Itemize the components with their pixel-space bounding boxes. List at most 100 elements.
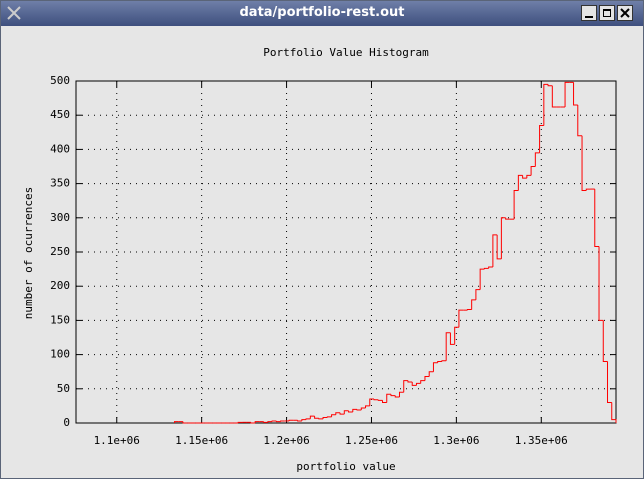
histogram-step — [382, 400, 387, 403]
histogram-step — [594, 189, 600, 248]
histogram-step — [458, 309, 464, 328]
histogram-step — [585, 188, 591, 191]
histogram-step — [288, 419, 294, 421]
histogram-step — [237, 421, 243, 423]
histogram-step — [360, 407, 366, 411]
y-tick-label: 100 — [50, 348, 70, 361]
histogram-step — [488, 266, 493, 269]
y-tick-label: 50 — [57, 382, 70, 395]
histogram-step — [331, 414, 336, 417]
histogram-step — [483, 267, 489, 270]
histogram-step — [607, 361, 612, 403]
histogram-step — [352, 408, 358, 413]
histogram-step — [432, 362, 438, 372]
histogram-step — [492, 234, 498, 268]
histogram-step — [471, 299, 476, 310]
y-tick-label: 450 — [50, 108, 70, 121]
histogram-step — [581, 135, 587, 191]
histogram-step — [577, 104, 583, 137]
histogram-step — [547, 84, 553, 87]
histogram-step — [318, 418, 324, 420]
histogram-step — [598, 246, 604, 321]
histogram-step — [517, 174, 523, 191]
histogram-step — [424, 375, 430, 381]
histogram-step — [543, 83, 549, 126]
histogram-step — [309, 415, 315, 419]
histogram-step — [250, 422, 256, 424]
minimize-button[interactable] — [581, 5, 597, 21]
x-tick-label: 1.2e+06 — [263, 434, 309, 447]
x-axis-label: portfolio value — [296, 460, 395, 473]
chart-title: Portfolio Value Histogram — [263, 46, 429, 59]
histogram-step — [526, 174, 532, 179]
histogram-step — [322, 417, 328, 419]
close-button[interactable] — [617, 5, 633, 21]
y-tick-label: 500 — [50, 74, 70, 87]
histogram-step — [479, 268, 485, 290]
histogram-step — [420, 380, 425, 384]
histogram-step — [441, 360, 447, 362]
histogram-step — [335, 412, 341, 415]
histogram-step — [373, 399, 379, 401]
histogram-step — [403, 380, 408, 393]
histogram-step — [182, 421, 188, 424]
histogram-step — [377, 399, 383, 401]
y-tick-label: 250 — [50, 245, 70, 258]
x-tick-label: 1.1e+06 — [94, 434, 140, 447]
y-tick-label: 0 — [63, 416, 70, 429]
histogram-step — [369, 398, 375, 406]
histogram-step — [263, 421, 268, 423]
histogram-step — [496, 234, 502, 260]
histogram-step — [173, 421, 179, 423]
histogram-step — [365, 405, 370, 408]
histogram-step — [275, 420, 281, 423]
histogram-step — [301, 419, 307, 421]
histogram-step — [390, 394, 396, 397]
histogram-step — [522, 175, 527, 179]
histogram-step — [454, 326, 459, 345]
histogram-step — [611, 402, 617, 423]
histogram-step — [267, 421, 273, 423]
histogram-step — [386, 393, 391, 403]
x-tick-label: 1.25e+06 — [345, 434, 398, 447]
histogram-step — [534, 152, 540, 167]
x-tick-label: 1.15e+06 — [175, 434, 228, 447]
x-tick-label: 1.35e+06 — [515, 434, 568, 447]
histogram-step — [428, 371, 434, 377]
maximize-button[interactable] — [599, 5, 615, 21]
histogram-step — [407, 380, 413, 383]
histogram-step — [573, 82, 578, 106]
histogram-step — [500, 217, 506, 259]
histogram-step — [343, 410, 349, 415]
y-tick-label: 200 — [50, 279, 70, 292]
histogram-step — [449, 332, 455, 345]
histogram-step — [539, 124, 544, 153]
histogram-step — [551, 85, 557, 108]
histogram-step — [602, 320, 608, 362]
histogram-step — [564, 81, 570, 107]
histogram-step — [271, 420, 277, 422]
window-title: data/portfolio-rest.out — [239, 5, 405, 20]
x-tick-label: 1.3e+06 — [433, 434, 479, 447]
histogram-step — [254, 421, 260, 423]
histogram-step — [305, 418, 311, 420]
histogram-step — [445, 332, 451, 361]
y-tick-label: 150 — [50, 313, 70, 326]
chart: Portfolio Value Histogram portfolio valu… — [22, 46, 617, 473]
histogram-step — [513, 189, 519, 220]
y-tick-label: 350 — [50, 177, 70, 190]
plot-frame — [75, 80, 617, 424]
y-tick-label: 400 — [50, 142, 70, 155]
histogram-step — [466, 308, 472, 311]
histogram-step — [297, 420, 302, 422]
histogram-step — [356, 409, 362, 411]
histogram-step — [437, 360, 442, 363]
histogram-step — [411, 381, 417, 386]
histogram-step — [326, 416, 332, 418]
histogram-step — [530, 166, 536, 176]
histogram-step — [314, 416, 319, 419]
app-icon — [7, 6, 21, 20]
histogram-step — [505, 217, 510, 220]
histogram-step — [348, 410, 353, 413]
